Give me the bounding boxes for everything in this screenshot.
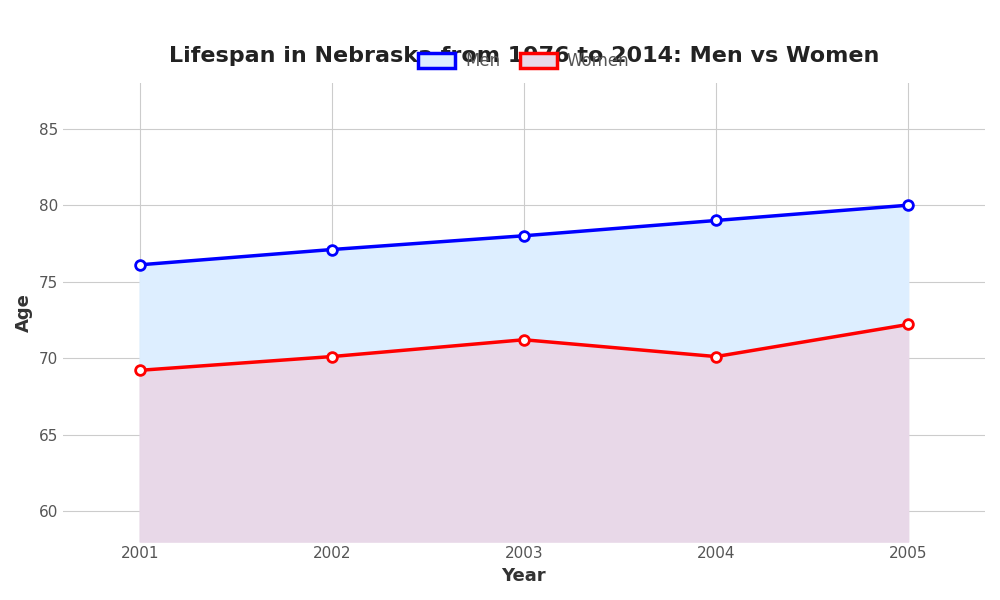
X-axis label: Year: Year (502, 567, 546, 585)
Y-axis label: Age: Age (15, 293, 33, 332)
Title: Lifespan in Nebraska from 1976 to 2014: Men vs Women: Lifespan in Nebraska from 1976 to 2014: … (169, 46, 879, 66)
Legend: Men, Women: Men, Women (412, 46, 636, 77)
